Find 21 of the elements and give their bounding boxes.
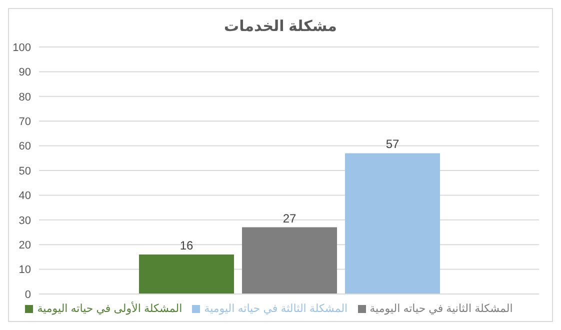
data-label: 57: [386, 137, 400, 152]
y-tick-label: 10: [18, 264, 31, 276]
y-tick-label: 90: [18, 66, 31, 79]
data-label: 27: [282, 211, 296, 226]
y-tick-label: 0: [24, 288, 31, 301]
y-tick-label: 60: [18, 140, 31, 153]
y-tick-label: 40: [18, 190, 31, 202]
chart-title: مشكلة الخدمات: [223, 17, 338, 37]
data-label: 16: [180, 238, 194, 252]
y-tick-label: 30: [18, 214, 31, 227]
legend-label: المشكلة الأولى في حياته اليومية: [37, 303, 182, 315]
legend-label: المشكلة الثالثة في حياته اليومية: [204, 303, 348, 315]
bar: [242, 227, 337, 294]
y-tick-label: 70: [18, 116, 31, 128]
y-tick-label: 50: [18, 165, 31, 178]
y-tick-label: 100: [12, 42, 31, 54]
legend-label: المشكلة الثانية في حياته اليومية: [370, 303, 513, 315]
y-tick-label: 20: [18, 240, 31, 252]
y-tick-label: 80: [18, 91, 31, 104]
bar: [139, 254, 234, 294]
bar: [345, 153, 440, 294]
